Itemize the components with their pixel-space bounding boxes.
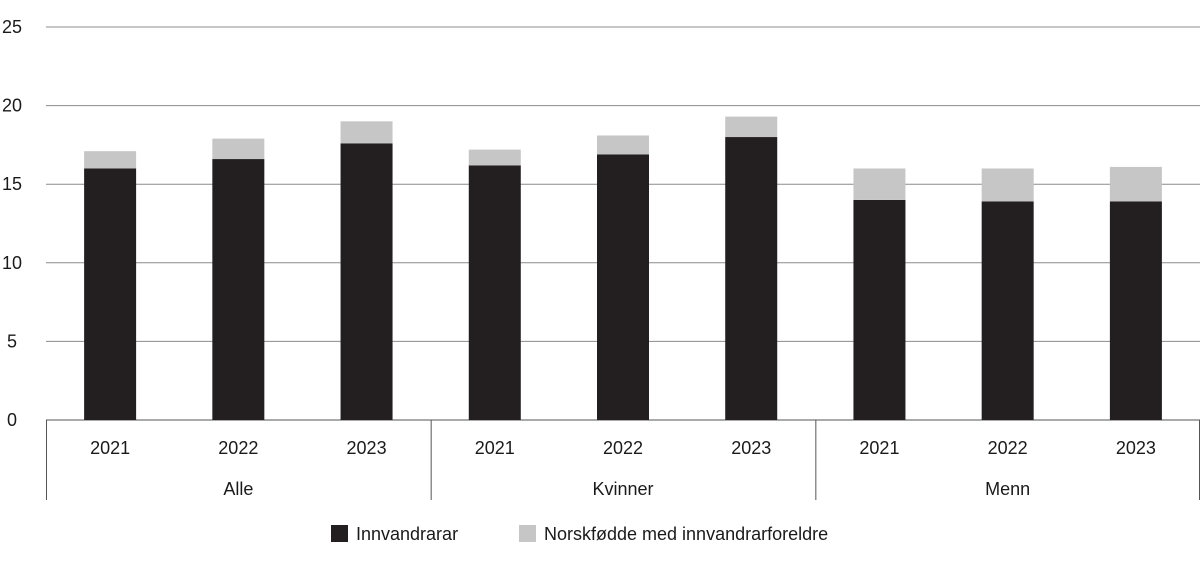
- bar-segment-norskfodde: [340, 121, 393, 144]
- x-category-label: 2022: [603, 438, 643, 458]
- x-category-label: 2022: [218, 438, 258, 458]
- x-category-label: 2021: [90, 438, 130, 458]
- y-tick-label: 5: [7, 331, 17, 351]
- x-group-label: Menn: [985, 479, 1030, 499]
- bar-segment-innvandrarar: [597, 154, 649, 420]
- x-category-label: 2023: [1116, 438, 1156, 458]
- legend: Innvandrarar Norskfødde med innvandrarfor…: [331, 524, 828, 544]
- y-tick-label: 25: [2, 17, 22, 37]
- y-tick-label: 0: [7, 410, 17, 430]
- legend-swatch: [519, 525, 536, 542]
- bar-segment-innvandrarar: [340, 143, 393, 420]
- bar-segment-norskfodde: [725, 116, 778, 138]
- x-category-label: 2023: [731, 438, 771, 458]
- bar-segment-norskfodde: [468, 149, 521, 166]
- legend-label: Norskfødde med innvandrarforeldre: [544, 524, 828, 544]
- y-axis-ticks: 0 5 10 15 20 25: [2, 17, 22, 430]
- bar-segment-innvandrarar: [981, 201, 1034, 420]
- bar-segment-norskfodde: [212, 138, 265, 160]
- bar-segment-innvandrarar: [1109, 201, 1162, 420]
- bar-segment-norskfodde: [84, 151, 137, 169]
- bar-segment-norskfodde: [597, 135, 649, 155]
- x-group-label: Alle: [223, 479, 253, 499]
- x-category-label: 2021: [859, 438, 899, 458]
- bar-segment-innvandrarar: [84, 168, 137, 420]
- legend-swatch: [331, 525, 348, 542]
- y-tick-label: 15: [2, 174, 22, 194]
- x-category-label: 2021: [475, 438, 515, 458]
- bar-segment-innvandrarar: [468, 165, 521, 420]
- x-category-label: 2022: [988, 438, 1028, 458]
- bar-segment-norskfodde: [981, 168, 1034, 202]
- bar-segment-norskfodde: [1109, 166, 1162, 202]
- bar-segment-innvandrarar: [853, 199, 906, 420]
- y-tick-label: 20: [2, 96, 22, 116]
- bars: [84, 116, 1162, 421]
- x-axis: 2021 2022 2023 2021 2022 2023 2021 2022 2023 Alle…: [46, 420, 1200, 500]
- bar-segment-norskfodde: [853, 168, 906, 200]
- bar-segment-innvandrarar: [212, 159, 265, 420]
- y-tick-label: 10: [2, 253, 22, 273]
- x-category-label: 2023: [347, 438, 387, 458]
- bar-segment-innvandrarar: [725, 137, 778, 421]
- x-group-label: Kvinner: [592, 479, 653, 499]
- legend-label: Innvandrarar: [356, 524, 458, 544]
